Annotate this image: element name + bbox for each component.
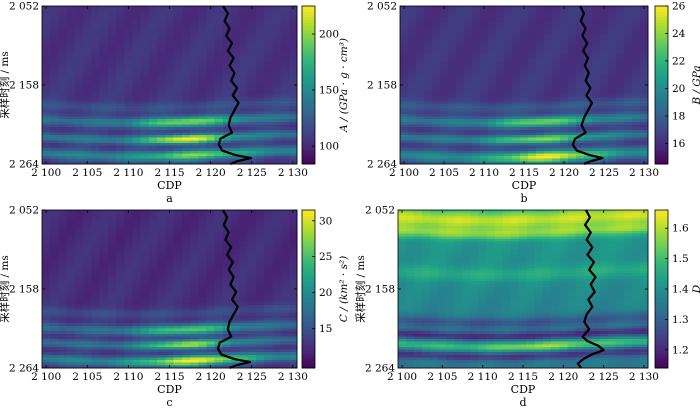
x-tick-label: 2 115: [154, 167, 184, 179]
colorbar-tick-label: 22: [672, 55, 685, 67]
colorbar-tick-label: 200: [319, 29, 339, 41]
x-tick-label: 2 105: [429, 167, 459, 179]
x-tick-label: 2 125: [589, 167, 619, 179]
x-tick-label: 2 120: [549, 167, 579, 179]
x-tick-label: 2 130: [629, 167, 659, 179]
colorbar-tick-label: 26: [672, 1, 686, 13]
colorbar-a: [302, 6, 315, 165]
x-tick-label: 2 105: [72, 167, 102, 179]
colorbar-tick-label: 150: [319, 85, 339, 97]
colorbar-label: A / (GPa · g · cm³): [338, 38, 350, 133]
colorbar-tick-label: 18: [672, 110, 685, 122]
x-tick-label: 2 125: [237, 167, 267, 179]
colorbar-tick-label: 24: [672, 28, 686, 40]
y-tick-label: 2 052: [9, 1, 39, 13]
x-axis-label: CDP: [512, 179, 537, 192]
colorbar-b: [655, 6, 668, 165]
x-tick-label: 2 115: [509, 167, 539, 179]
y-tick-label: 2 264: [9, 159, 39, 171]
colorbar-label: B / GPa: [691, 65, 700, 105]
heatmap-c: [42, 210, 298, 369]
x-tick-label: 2 110: [113, 167, 143, 179]
x-tick-label: 2 110: [469, 167, 499, 179]
x-tick-label: 2 130: [278, 167, 308, 179]
colorbar-segment: [302, 6, 315, 9]
y-tick-label: 2 158: [9, 80, 39, 92]
heatmap-a: [42, 6, 298, 165]
x-tick-label: 2 120: [196, 167, 226, 179]
colorbar-tick-label: 20: [672, 83, 685, 95]
colorbar-tick-label: 16: [672, 138, 686, 150]
y-axis-label: 采样时刻 / ms: [0, 51, 11, 119]
y-tick-label: 2 264: [367, 159, 397, 171]
y-tick-label: 2 052: [367, 1, 397, 13]
heatmap-b: [400, 6, 649, 165]
x-axis-label: CDP: [157, 179, 182, 192]
colorbar-tick-label: 100: [319, 141, 339, 153]
colorbar-segment: [655, 6, 668, 9]
panel-label: a: [166, 192, 173, 205]
y-tick-label: 2 158: [367, 80, 397, 92]
panel-label: b: [520, 192, 527, 205]
